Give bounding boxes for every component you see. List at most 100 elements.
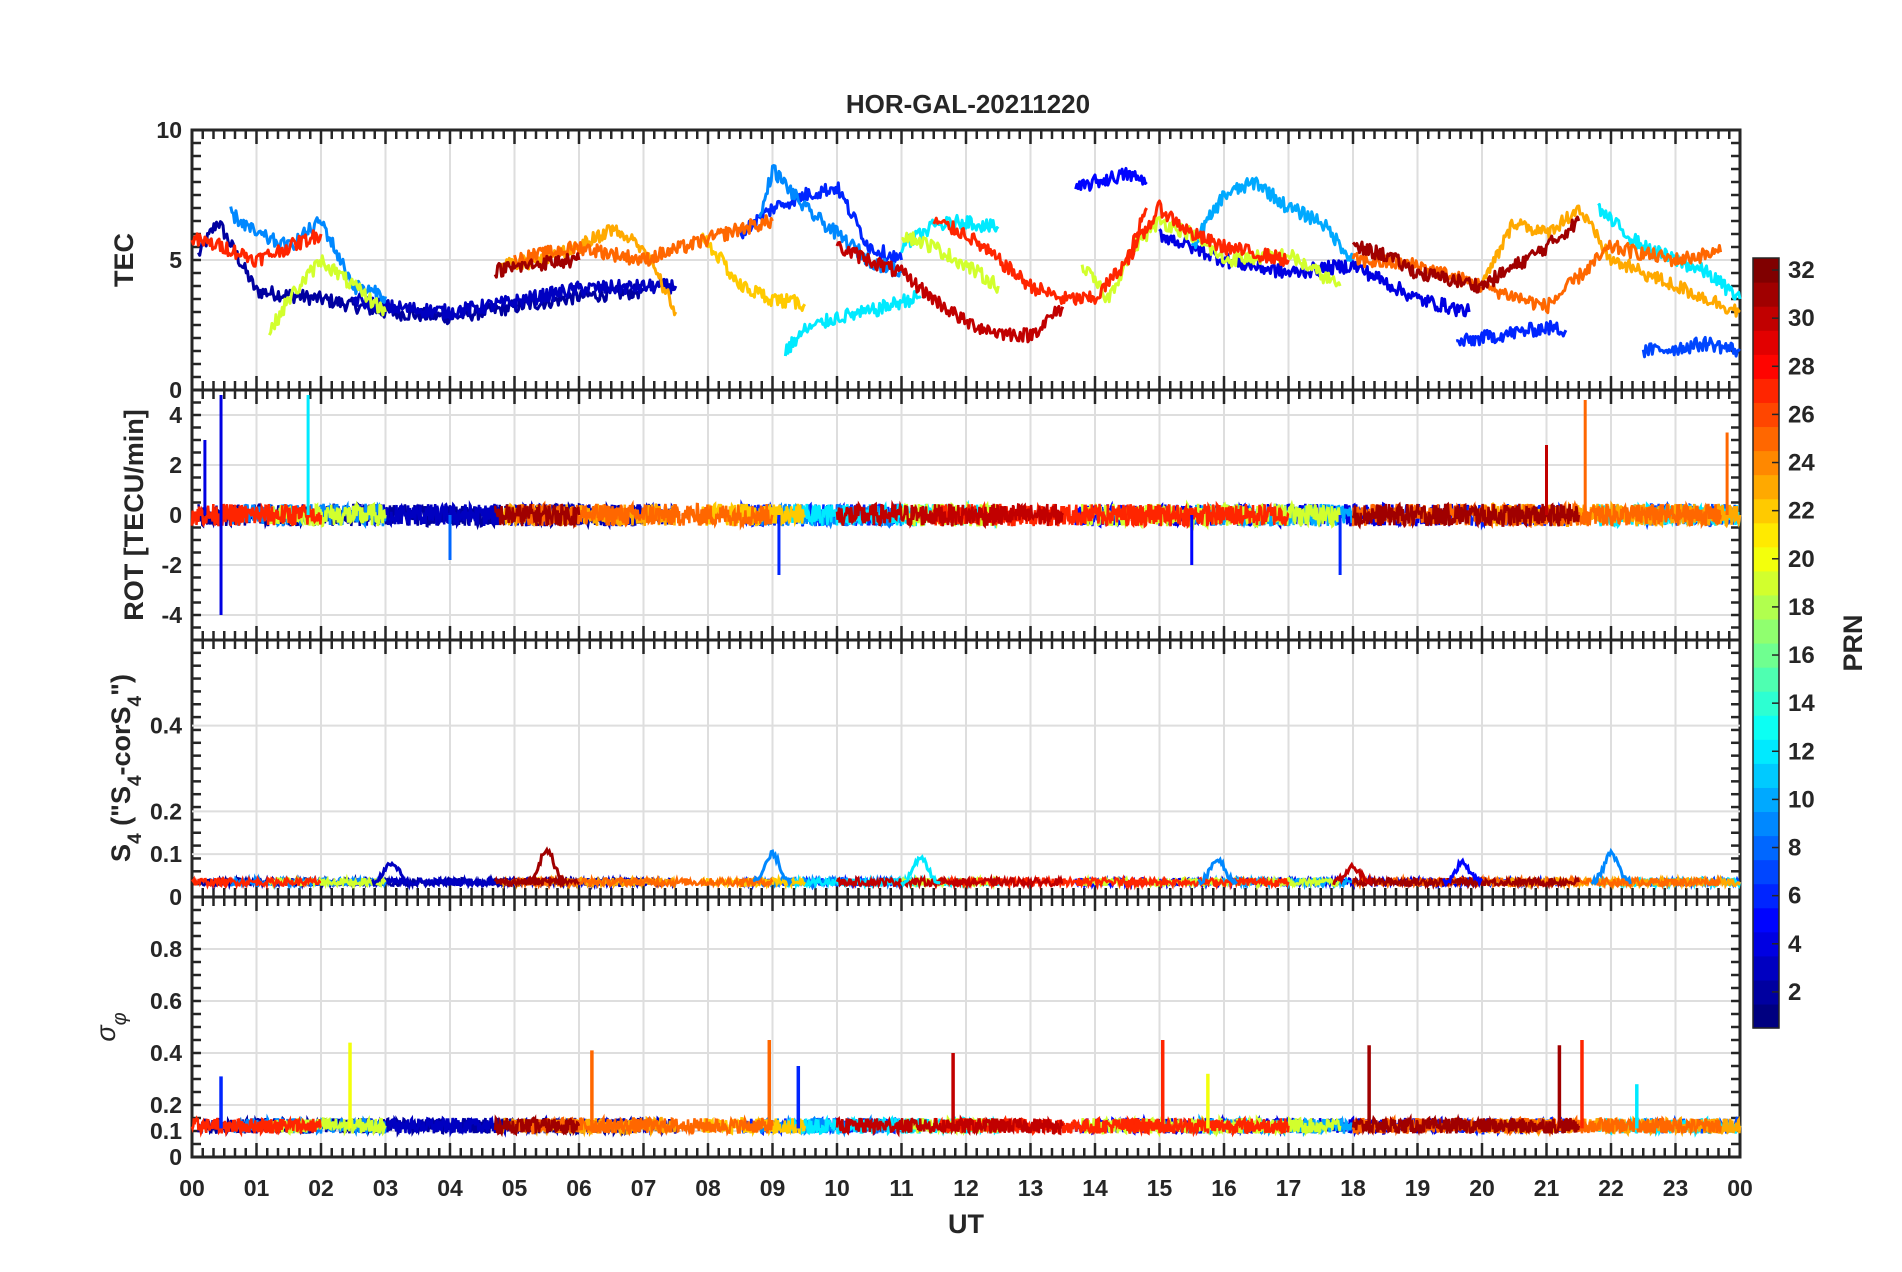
y-tick-label: 0.6 (150, 988, 182, 1014)
x-tick-label: 08 (695, 1175, 721, 1201)
colorbar-blocks (1753, 258, 1779, 1029)
tec-series-line (268, 254, 387, 336)
y-tick-label: 0.8 (150, 936, 182, 962)
y-tick-label: 0.1 (150, 1118, 182, 1144)
rot-series-line (190, 502, 323, 528)
y-tick-label: 0.1 (150, 841, 182, 867)
x-tick-label: 10 (824, 1175, 850, 1201)
colorbar-tick-label: 2 (1788, 979, 1801, 1006)
x-tick-label: 09 (760, 1175, 786, 1201)
y-tick-label: 0.2 (150, 798, 182, 824)
colorbar-tick-label: 14 (1788, 690, 1815, 717)
tec-series-line (1480, 204, 1741, 318)
s4-bump (752, 849, 793, 888)
s4-series-line (190, 874, 321, 891)
panel-rot-series (190, 395, 1742, 615)
x-tick-labels: 00 01 02 03 04 05 06 07 08 09 10 11 12 13 14 15 16 17 18 19… (179, 1175, 1753, 1201)
sigma-series-line (1351, 1113, 1581, 1137)
tec-series-line (190, 229, 323, 268)
s4-series-line (493, 874, 580, 889)
colorbar-block (1753, 955, 1779, 981)
panel-sigma-grid (190, 895, 1742, 1159)
panel-rot-yticks: -4 -2 0 2 4 (162, 402, 183, 628)
panel-sigma-yticks: 00.10.2 0.4 0.6 0.8 (150, 936, 182, 1170)
sigma-series-line (190, 1115, 322, 1138)
panel-s4: 0 0.1 0.2 0.4 S4 ("S4-corS4") (106, 638, 1742, 910)
x-tick-label: 00 (1727, 1175, 1753, 1201)
panel-sigma-series (190, 1040, 1742, 1138)
x-tick-label: 21 (1534, 1175, 1560, 1201)
x-tick-label: 04 (437, 1175, 463, 1201)
x-tick-label: 19 (1405, 1175, 1431, 1201)
colorbar-block (1753, 859, 1779, 885)
colorbar-block (1753, 282, 1779, 307)
colorbar-tick-label: 18 (1788, 594, 1815, 621)
y-tick-label: 0.2 (150, 1092, 182, 1118)
sigma-series-line (835, 1114, 1064, 1138)
s4-bump (371, 860, 412, 888)
colorbar-block (1753, 1003, 1779, 1029)
tec-series-line (738, 181, 903, 265)
x-tick-label: 16 (1211, 1175, 1237, 1201)
s4-bump (1332, 861, 1373, 886)
x-tick-label: 12 (953, 1175, 979, 1201)
sigma-series-line (493, 1114, 581, 1137)
colorbar-label: PRN (1838, 614, 1868, 671)
colorbar-frame (1752, 257, 1780, 1029)
colorbar-tick-label: 32 (1788, 257, 1815, 284)
x-tick-label: 13 (1018, 1175, 1044, 1201)
s4-series-line (1351, 874, 1580, 890)
s4-series-line (835, 873, 1064, 891)
colorbar-tick-label: 6 (1788, 883, 1801, 910)
s4-bump (1441, 857, 1483, 889)
tec-series-line (900, 213, 1000, 254)
panel-sigma: 00.10.2 0.4 0.6 0.8 σφ (91, 895, 1742, 1170)
sigma-series-line (1126, 1115, 1290, 1138)
colorbar-block (1753, 330, 1779, 355)
colorbar-block (1753, 715, 1779, 740)
x-tick-label: 06 (566, 1175, 592, 1201)
tec-series-line (1125, 199, 1290, 267)
y-tick-label: 0 (169, 377, 182, 403)
y-tick-label: 2 (169, 452, 182, 478)
y-tick-label: 0 (169, 502, 182, 528)
colorbar-tick-label: 10 (1788, 786, 1815, 813)
x-tick-label: 02 (308, 1175, 334, 1201)
tec-series-line (1455, 319, 1568, 347)
s4-bump (1197, 856, 1238, 886)
colorbar-block (1753, 667, 1779, 692)
colorbar-block (1753, 570, 1779, 596)
s4-bump (525, 846, 568, 888)
x-tick-label: 18 (1340, 1175, 1366, 1201)
y-tick-label: 0.4 (150, 1040, 182, 1066)
y-tick-label: -4 (162, 602, 183, 628)
tec-series-line (835, 240, 1065, 344)
tec-series-line (1351, 239, 1723, 315)
s4-series-line (1080, 873, 1342, 891)
x-tick-label: 11 (889, 1175, 914, 1201)
colorbar-block (1753, 522, 1779, 548)
panel-sigma-ylabel: σφ (91, 1012, 131, 1041)
y-tick-label: 4 (169, 402, 182, 428)
tec-series-line (493, 252, 581, 279)
x-tick-label: 22 (1598, 1175, 1624, 1201)
x-tick-label: 15 (1147, 1175, 1173, 1201)
y-tick-label: 0 (169, 1144, 182, 1170)
x-tick-label: 14 (1082, 1175, 1108, 1201)
y-tick-label: -2 (162, 552, 182, 578)
x-tick-label: 01 (244, 1175, 270, 1201)
panel-tec: 0 5 10 TEC (109, 117, 1742, 403)
tec-series-line (1641, 335, 1741, 359)
x-tick-label: 05 (502, 1175, 528, 1201)
tec-series-line (513, 214, 774, 268)
panel-s4-yticks: 0 0.1 0.2 0.4 (150, 713, 182, 910)
rot-series-line (835, 499, 1064, 530)
rot-series-line (493, 502, 581, 530)
tec-series-line (351, 277, 678, 321)
colorbar-block (1753, 618, 1779, 644)
panel-s4-series (190, 846, 1742, 891)
colorbar-tick-label: 8 (1788, 835, 1801, 862)
